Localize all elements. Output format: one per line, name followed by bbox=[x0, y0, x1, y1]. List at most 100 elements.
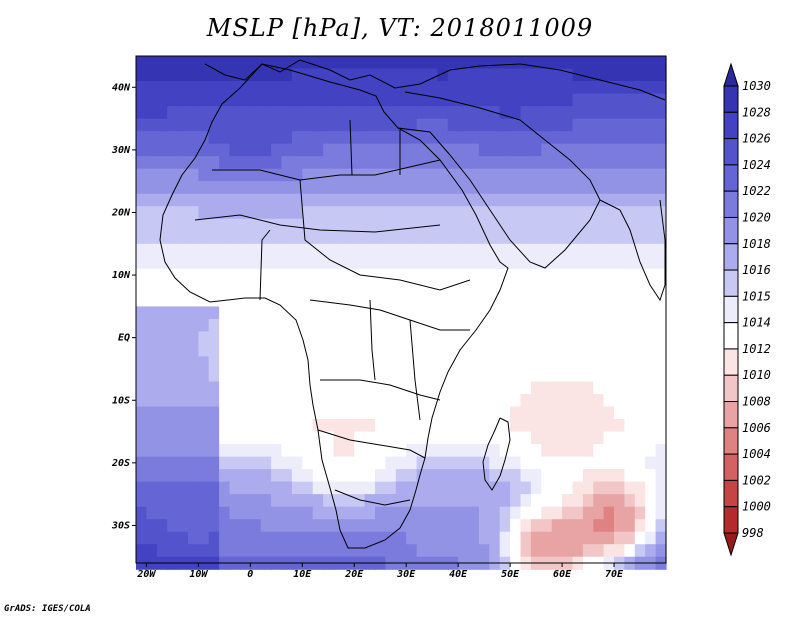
field-cell bbox=[167, 444, 179, 458]
field-cell bbox=[468, 206, 480, 220]
field-cell bbox=[239, 481, 251, 495]
field-cell bbox=[385, 456, 397, 470]
field-cell bbox=[177, 268, 189, 282]
field-cell bbox=[385, 256, 397, 270]
field-cell bbox=[156, 118, 168, 132]
field-cell bbox=[593, 56, 605, 70]
field-cell bbox=[645, 181, 657, 195]
field-cell bbox=[323, 531, 335, 545]
field-cell bbox=[416, 381, 428, 395]
field-cell bbox=[136, 118, 147, 132]
field-cell bbox=[468, 293, 480, 307]
field-cell bbox=[260, 206, 272, 220]
field-cell bbox=[510, 293, 522, 307]
field-cell bbox=[208, 444, 220, 458]
field-cell bbox=[520, 456, 532, 470]
field-cell bbox=[229, 481, 241, 495]
field-cell bbox=[385, 68, 397, 82]
field-cell bbox=[302, 544, 314, 558]
field-cell bbox=[291, 56, 303, 70]
field-cell bbox=[645, 431, 657, 445]
field-cell bbox=[375, 356, 386, 370]
field-cell bbox=[468, 406, 480, 420]
field-cell bbox=[593, 231, 605, 245]
field-cell bbox=[541, 106, 553, 120]
field-cell bbox=[655, 181, 667, 195]
field-cell bbox=[136, 68, 147, 82]
field-cell bbox=[250, 306, 262, 320]
field-cell bbox=[416, 343, 428, 357]
field-cell bbox=[499, 343, 511, 357]
field-cell bbox=[208, 331, 220, 345]
field-cell bbox=[198, 256, 210, 270]
field-cell bbox=[510, 343, 522, 357]
field-cell bbox=[323, 544, 335, 558]
field-cell bbox=[551, 356, 563, 370]
field-cell bbox=[530, 519, 542, 533]
field-cell bbox=[510, 206, 522, 220]
field-cell bbox=[416, 93, 428, 107]
field-cell bbox=[239, 68, 251, 82]
field-cell bbox=[271, 106, 283, 120]
field-cell bbox=[136, 93, 147, 107]
field-cell bbox=[385, 218, 397, 232]
field-cell bbox=[385, 181, 397, 195]
field-cell bbox=[655, 419, 667, 433]
field-cell bbox=[198, 381, 210, 395]
field-cell bbox=[312, 431, 324, 445]
field-cell bbox=[437, 331, 449, 345]
field-cell bbox=[645, 444, 657, 458]
field-cell bbox=[541, 506, 553, 520]
field-cell bbox=[427, 168, 438, 182]
field-cell bbox=[572, 106, 584, 120]
field-cell bbox=[395, 419, 407, 433]
field-cell bbox=[614, 131, 625, 145]
field-cell bbox=[593, 494, 605, 508]
field-cell bbox=[323, 231, 335, 245]
field-cell bbox=[468, 68, 480, 82]
field-cell bbox=[198, 181, 210, 195]
field-cell bbox=[406, 531, 418, 545]
field-cell bbox=[343, 406, 355, 420]
field-cell bbox=[156, 131, 168, 145]
field-cell bbox=[603, 131, 615, 145]
field-cell bbox=[312, 93, 324, 107]
field-cell bbox=[427, 381, 438, 395]
field-cell bbox=[219, 369, 231, 383]
field-cell bbox=[198, 156, 210, 170]
field-cell bbox=[136, 519, 147, 533]
field-cell bbox=[323, 356, 335, 370]
field-cell bbox=[177, 218, 189, 232]
field-cell bbox=[167, 506, 179, 520]
field-cell bbox=[156, 406, 168, 420]
field-cell bbox=[655, 544, 667, 558]
field-cell bbox=[395, 506, 407, 520]
field-cell bbox=[271, 469, 283, 483]
field-cell bbox=[354, 318, 366, 332]
field-cell bbox=[437, 394, 449, 408]
field-cell bbox=[291, 519, 303, 533]
field-cell bbox=[395, 481, 407, 495]
field-cell bbox=[406, 181, 418, 195]
field-cell bbox=[188, 494, 199, 508]
field-cell bbox=[250, 481, 262, 495]
field-cell bbox=[208, 343, 220, 357]
field-cell bbox=[208, 268, 220, 282]
field-cell bbox=[208, 419, 220, 433]
field-cell bbox=[447, 256, 459, 270]
field-cell bbox=[437, 168, 449, 182]
field-cell bbox=[281, 431, 293, 445]
field-cell bbox=[198, 231, 210, 245]
field-cell bbox=[489, 419, 501, 433]
field-cell bbox=[562, 231, 574, 245]
colorbar-swatch bbox=[723, 164, 739, 192]
field-cell bbox=[323, 444, 335, 458]
field-cell bbox=[624, 156, 636, 170]
field-cell bbox=[167, 419, 179, 433]
field-cell bbox=[291, 256, 303, 270]
field-cell bbox=[208, 218, 220, 232]
field-cell bbox=[416, 81, 428, 95]
field-cell bbox=[239, 369, 251, 383]
field-cell bbox=[167, 431, 179, 445]
colorbar: 1030102810261024102210201018101610151014… bbox=[723, 62, 771, 557]
